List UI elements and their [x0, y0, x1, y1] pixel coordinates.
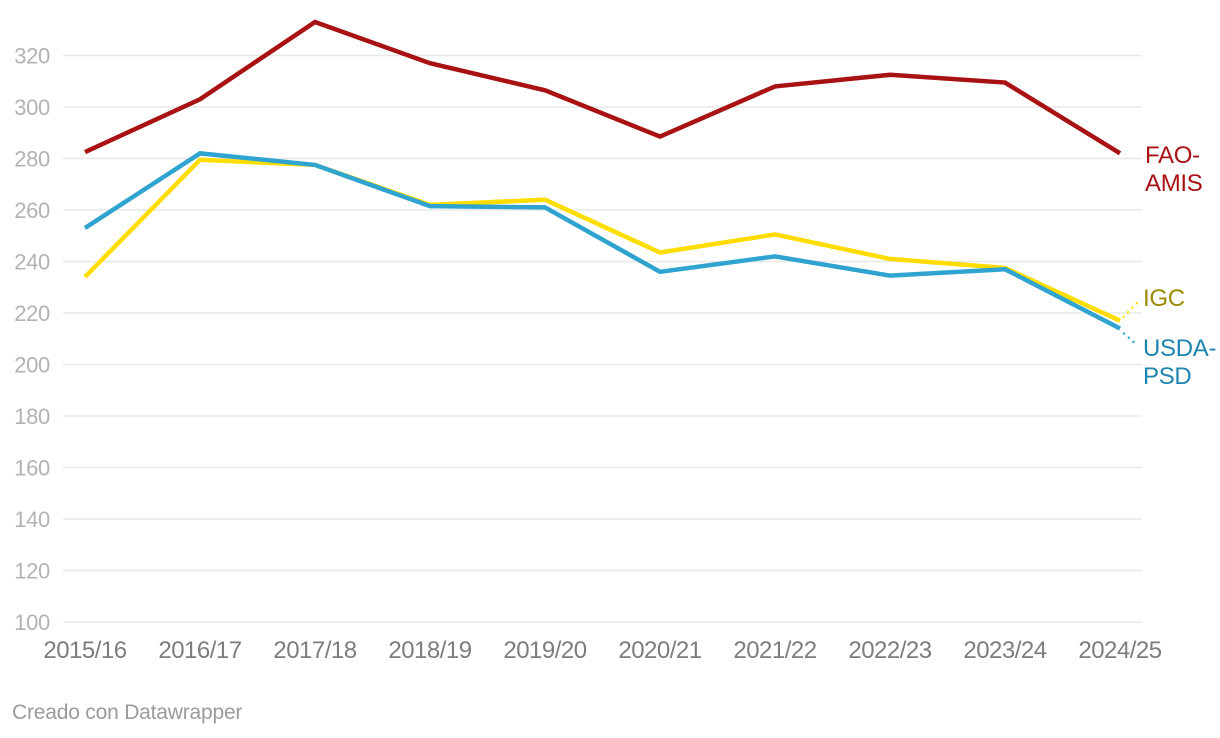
series-line-igc	[83, 157, 1121, 323]
igc-label-connector	[1122, 301, 1139, 318]
y-tick-label-300: 300	[14, 95, 50, 120]
series-label-connectors	[1122, 301, 1139, 347]
x-tick-label: 2018/19	[388, 637, 471, 664]
series-label-usda-psd-line2: PSD	[1143, 363, 1191, 390]
y-tick-label-100: 100	[14, 610, 50, 635]
y-tick-label-320: 320	[14, 44, 50, 69]
x-tick-label: 2023/24	[963, 637, 1046, 664]
x-tick-label: 2022/23	[848, 637, 931, 664]
y-tick-label-200: 200	[14, 353, 50, 378]
x-tick-label: 2016/17	[158, 637, 241, 664]
series-label-igc: IGC	[1143, 285, 1185, 312]
gridlines	[63, 54, 1142, 623]
y-tick-label-140: 140	[14, 507, 50, 532]
x-tick-label: 2020/21	[618, 637, 701, 664]
series-line-fao-amis	[84, 19, 1122, 156]
series-label-fao-amis-line1: FAO-	[1145, 142, 1200, 169]
y-tick-label-240: 240	[14, 250, 50, 275]
y-tick-label-120: 120	[14, 559, 50, 584]
x-tick-label: 2017/18	[273, 637, 356, 664]
series-lines	[83, 19, 1122, 331]
credit-line: Creado con Datawrapper	[12, 701, 243, 724]
y-tick-label-180: 180	[14, 404, 50, 429]
y-tick-label-220: 220	[14, 301, 50, 326]
y-axis-labels: 100 120 140 160 180 200 220 240 260 280 300 320	[14, 44, 50, 636]
x-tick-label: 2015/16	[43, 637, 126, 664]
y-tick-label-160: 160	[14, 456, 50, 481]
x-tick-label: 2024/25	[1078, 637, 1161, 664]
x-axis-labels: 2015/16 2016/17 2017/18 2018/19 2019/20 2020/…	[43, 637, 1162, 664]
x-tick-label: 2019/20	[503, 637, 586, 664]
series-label-usda-psd-line1: USDA-	[1143, 335, 1216, 362]
usda-psd-label-connector	[1122, 332, 1139, 347]
x-tick-label: 2021/22	[733, 637, 816, 664]
y-tick-label-280: 280	[14, 147, 50, 172]
series-label-fao-amis-line2: AMIS	[1145, 170, 1202, 197]
series-line-usda-psd	[83, 151, 1122, 331]
y-tick-label-260: 260	[14, 198, 50, 223]
series-labels: FAO- AMIS IGC USDA- PSD	[1143, 142, 1216, 390]
